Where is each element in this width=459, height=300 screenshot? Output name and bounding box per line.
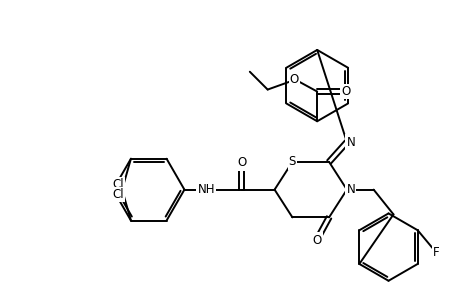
Text: N: N: [346, 183, 354, 196]
Text: F: F: [432, 245, 439, 259]
Text: Cl: Cl: [112, 188, 123, 201]
Text: Cl: Cl: [112, 178, 123, 191]
Text: O: O: [289, 73, 298, 86]
Text: N: N: [346, 136, 354, 148]
Text: O: O: [237, 156, 246, 170]
Text: S: S: [288, 155, 296, 168]
Text: O: O: [312, 234, 321, 247]
Text: O: O: [341, 85, 350, 98]
Text: NH: NH: [197, 183, 214, 196]
